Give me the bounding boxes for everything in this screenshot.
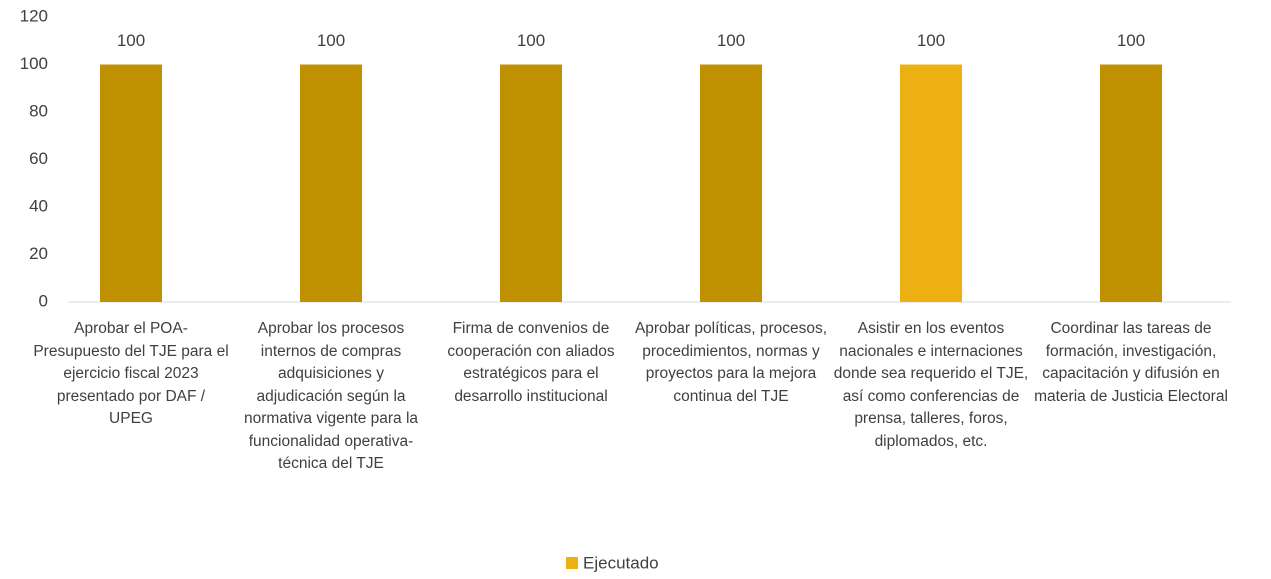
data-label: 100 [117, 31, 145, 50]
data-label: 100 [517, 31, 545, 50]
bar [300, 64, 362, 302]
x-tick-label: Asistir en los eventos nacionales e inte… [833, 320, 1029, 450]
y-tick-label: 20 [29, 244, 48, 263]
legend-label: Ejecutado [583, 553, 659, 572]
bar [100, 64, 162, 302]
x-tick-label: Aprobar el POA-Presupuesto del TJE para … [33, 320, 229, 427]
bar [900, 64, 962, 302]
y-tick-label: 0 [39, 291, 48, 310]
data-label: 100 [1117, 31, 1145, 50]
y-tick-label: 80 [29, 101, 48, 120]
x-tick-label: Firma de convenios de cooperación con al… [447, 320, 615, 405]
x-tick-label: Aprobar los procesos internos de compras… [243, 320, 419, 472]
y-tick-label: 40 [29, 196, 48, 215]
bar [500, 64, 562, 302]
y-tick-label: 60 [29, 149, 48, 168]
bar [1100, 64, 1162, 302]
legend-swatch [566, 557, 578, 569]
data-label: 100 [317, 31, 345, 50]
data-label: 100 [917, 31, 945, 50]
bar [700, 64, 762, 302]
y-tick-label: 120 [20, 6, 48, 25]
data-label: 100 [717, 31, 745, 50]
y-tick-label: 100 [20, 54, 48, 73]
x-tick-label: Aprobar políticas, procesos, procedimien… [634, 320, 828, 405]
x-tick-label: Coordinar las tareas de formación, inves… [1034, 320, 1228, 405]
